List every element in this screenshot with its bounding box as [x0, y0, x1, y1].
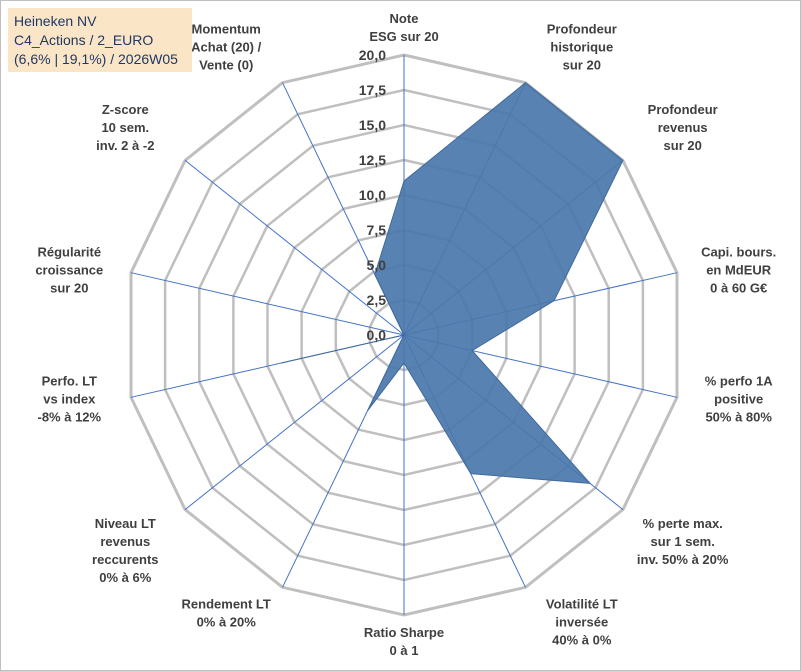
axis-label-line: Rendement LT: [182, 596, 271, 611]
axis-label-line: vs index: [43, 392, 96, 407]
axis-label-line: revenus: [100, 534, 150, 549]
axis-label-line: -8% à 12%: [38, 410, 102, 425]
axis-label-line: sur 20: [50, 281, 88, 296]
axis-label: % perte max. sur 1 sem. inv. 50% à 20%: [637, 516, 729, 567]
axis-label-line: 10 sem.: [101, 120, 149, 135]
axis-label-line: inversée: [555, 614, 608, 629]
axis-label-line: Profondeur: [547, 22, 617, 37]
axis-label: Niveau LT revenus reccurents 0% à 6%: [92, 516, 158, 585]
axis-label-line: Niveau LT: [95, 516, 156, 531]
radar-series: [281, 82, 624, 484]
axis-label-line: historique: [550, 40, 613, 55]
axis-label: Profondeur revenus sur 20: [648, 102, 718, 153]
axis-label-line: % perfo 1A: [705, 374, 774, 389]
axis-label-line: Momentum: [192, 22, 261, 37]
tick-label: 7,5: [367, 222, 387, 238]
axis-label-line: croissance: [35, 263, 103, 278]
axis-label-line: 40% à 0%: [552, 632, 612, 647]
axis-label: Z-score 10 sem. inv. 2 à -2: [96, 102, 154, 153]
axis-label: Volatilité LT inversée 40% à 0%: [546, 596, 618, 647]
tick-label: 5,0: [367, 257, 387, 273]
axis-label-line: reccurents: [92, 552, 158, 567]
tick-label: 0,0: [367, 327, 387, 343]
axis-label-line: 0 à 1: [390, 643, 419, 658]
title-line-category: C4_Actions / 2_EURO: [14, 32, 154, 48]
axis-label-line: 0% à 20%: [197, 614, 257, 629]
radial-tick-labels: 0,0 2,5 5,0 7,5 10,0 12,5 15,0 17,5 20,0: [359, 47, 386, 343]
axis-label-line: Z-score: [102, 102, 149, 117]
axis-label: Perfo. LT vs index -8% à 12%: [38, 374, 102, 425]
axis-label-line: inv. 2 à -2: [96, 138, 154, 153]
axis-label-line: Perfo. LT: [42, 374, 97, 389]
axis-spoke: [130, 272, 405, 336]
axis-label: Ratio Sharpe 0 à 1: [364, 625, 444, 658]
axis-label-line: 0% à 6%: [99, 570, 151, 585]
axis-label: Note ESG sur 20: [369, 11, 438, 44]
axis-label: Régularité croissance sur 20: [35, 245, 103, 296]
axis-labels: Note ESG sur 20 Profondeur historique sur 20…: [35, 11, 776, 658]
tick-label: 10,0: [359, 187, 386, 203]
axis-label: Rendement LT 0% à 20%: [182, 596, 271, 629]
axis-label-line: revenus: [658, 120, 708, 135]
axis-label-line: Note: [390, 11, 419, 26]
axis-label-line: sur 20: [563, 58, 601, 73]
title-line-stats: (6,6% | 19,1%) / 2026W05: [14, 51, 178, 67]
tick-label: 2,5: [367, 292, 387, 308]
axis-label-line: sur 1 sem.: [651, 534, 715, 549]
axis-label-line: positive: [714, 392, 763, 407]
tick-label: 17,5: [359, 82, 386, 98]
axis-label: % perfo 1A positive 50% à 80%: [705, 374, 774, 425]
axis-label-line: 50% à 80%: [705, 410, 772, 425]
axis-label-line: 0 à 60 G€: [710, 281, 767, 296]
title-line-company: Heineken NV: [14, 13, 97, 29]
axis-label-line: sur 20: [664, 138, 702, 153]
axis-spoke: [184, 334, 405, 510]
axis-label-line: ESG sur 20: [369, 29, 438, 44]
axis-spoke: [184, 160, 405, 336]
series-area: [281, 82, 624, 484]
axis-label-line: Régularité: [38, 245, 102, 260]
axis-label: Capi. bours. en MdEUR 0 à 60 G€: [701, 245, 776, 296]
axis-label-line: % perte max.: [643, 516, 723, 531]
tick-label: 20,0: [359, 47, 386, 63]
axis-label: Momentum Achat (20) / Vente (0): [191, 22, 261, 73]
axis-label: Profondeur historique sur 20: [547, 22, 617, 73]
chart-title-box: Heineken NV C4_Actions / 2_EURO (6,6% | …: [8, 8, 192, 72]
axis-label-line: Capi. bours.: [701, 245, 776, 260]
axis-label-line: en MdEUR: [706, 263, 772, 278]
axis-label-line: inv. 50% à 20%: [637, 552, 729, 567]
axis-label-line: Ratio Sharpe: [364, 625, 444, 640]
axis-label-line: Achat (20) /: [191, 40, 261, 55]
axis-label-line: Profondeur: [648, 102, 718, 117]
tick-label: 12,5: [359, 152, 386, 168]
tick-label: 15,0: [359, 117, 386, 133]
axis-label-line: Volatilité LT: [546, 596, 618, 611]
axis-label-line: Vente (0): [199, 58, 253, 73]
